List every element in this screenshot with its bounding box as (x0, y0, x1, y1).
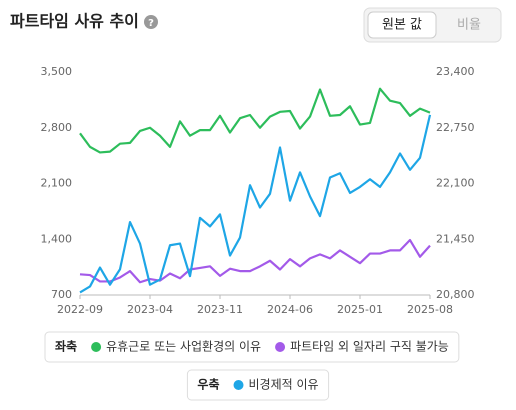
y-tick-label: 700 (51, 288, 72, 301)
series-line (79, 114, 432, 294)
legend-group-label: 좌축 (55, 339, 77, 354)
series-line (79, 238, 431, 284)
legend-box (44, 331, 460, 363)
legend-swatch (233, 380, 244, 390)
legend-swatch (91, 342, 102, 352)
y2-tick-label: 22,100 (436, 177, 475, 190)
x-tick-label: 2023-04 (127, 303, 173, 316)
legend-group-label: 우축 (197, 377, 219, 392)
x-tick-label: 2025-08 (407, 303, 453, 316)
y-tick-label: 1,400 (41, 232, 73, 245)
x-tick-label: 2022-09 (57, 303, 103, 316)
toggle-option[interactable]: 비율 (457, 18, 481, 33)
series-line (79, 87, 431, 154)
toggle-selected[interactable] (367, 11, 437, 39)
legend-swatch (275, 342, 286, 352)
legend-label: 비경제적 이유 (249, 378, 319, 392)
x-tick-label: 2023-11 (197, 303, 243, 316)
x-tick-label: 2024-06 (267, 303, 313, 316)
help-icon[interactable]: ? (144, 15, 158, 29)
y-tick-label: 3,500 (41, 65, 73, 78)
legend-box (186, 369, 330, 401)
y2-tick-label: 21,450 (436, 232, 475, 245)
x-tick-label: 2025-01 (337, 303, 383, 316)
toggle-option[interactable]: 원본 값 (382, 18, 422, 33)
y-tick-label: 2,800 (41, 121, 73, 134)
y2-tick-label: 23,400 (436, 65, 475, 78)
legend-label: 파트타임 외 일자리 구직 불가능 (290, 340, 449, 354)
y-tick-label: 2,100 (41, 177, 73, 190)
chart-title: 파트타임 사유 추이 (10, 12, 139, 31)
legend-label: 유휴근로 또는 사업환경의 이유 (106, 340, 261, 354)
svg-text:?: ? (148, 18, 154, 29)
y2-tick-label: 20,800 (436, 288, 475, 301)
y2-tick-label: 22,750 (436, 121, 475, 134)
